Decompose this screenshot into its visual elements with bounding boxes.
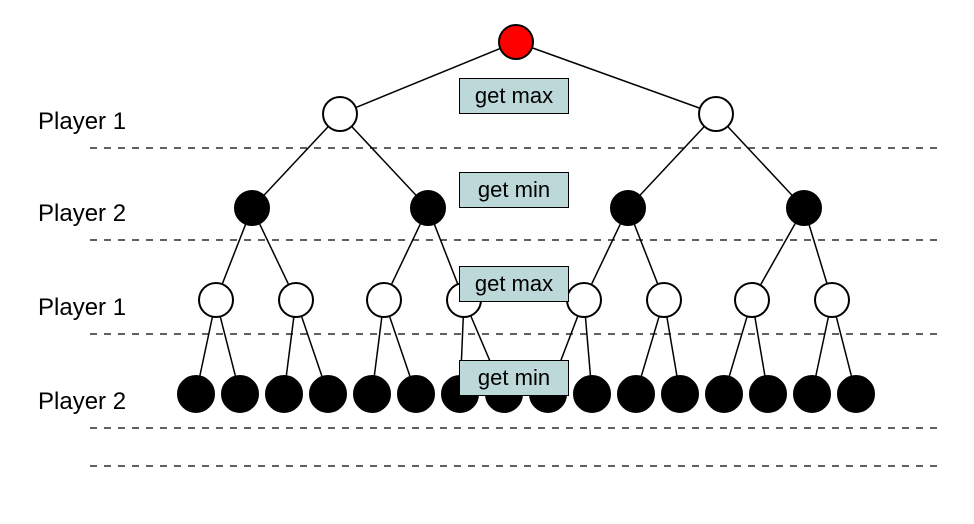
node-L3b [279,283,313,317]
node-L2c [611,191,645,225]
node-L3f [647,283,681,317]
op-label-1: get min [459,172,569,208]
node-L4p [838,376,874,412]
node-L4n [750,376,786,412]
row-label-2: Player 1 [38,294,126,322]
node-L4a [178,376,214,412]
op-label-3: get min [459,360,569,396]
op-label-0: get max [459,78,569,114]
node-L4o [794,376,830,412]
node-L1a [323,97,357,131]
node-L4f [398,376,434,412]
node-L2d [787,191,821,225]
node-L4d [310,376,346,412]
node-L3g [735,283,769,317]
node-L4b [222,376,258,412]
node-L1b [699,97,733,131]
node-L4m [706,376,742,412]
op-label-2: get max [459,266,569,302]
row-label-1: Player 2 [38,200,126,228]
node-L3a [199,283,233,317]
node-L3c [367,283,401,317]
node-L2b [411,191,445,225]
node-L2a [235,191,269,225]
node-L3h [815,283,849,317]
row-label-3: Player 2 [38,388,126,416]
node-L3e [567,283,601,317]
node-root [499,25,533,59]
node-L4l [662,376,698,412]
node-L4c [266,376,302,412]
row-label-0: Player 1 [38,108,126,136]
node-L4j [574,376,610,412]
node-L4e [354,376,390,412]
node-L4k [618,376,654,412]
